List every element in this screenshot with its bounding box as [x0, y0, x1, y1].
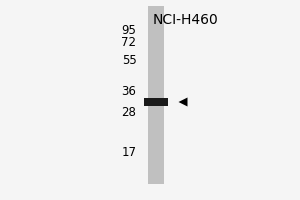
Text: 17: 17	[122, 146, 136, 158]
Text: 36: 36	[122, 85, 136, 98]
Text: NCI-H460: NCI-H460	[153, 13, 219, 27]
Bar	[148, 6, 164, 184]
Bar	[144, 98, 168, 106]
Text: 95: 95	[122, 24, 136, 38]
Text: 72: 72	[122, 36, 136, 49]
Text: 28: 28	[122, 106, 136, 118]
Text: 55: 55	[122, 54, 136, 68]
Polygon shape	[178, 98, 188, 106]
